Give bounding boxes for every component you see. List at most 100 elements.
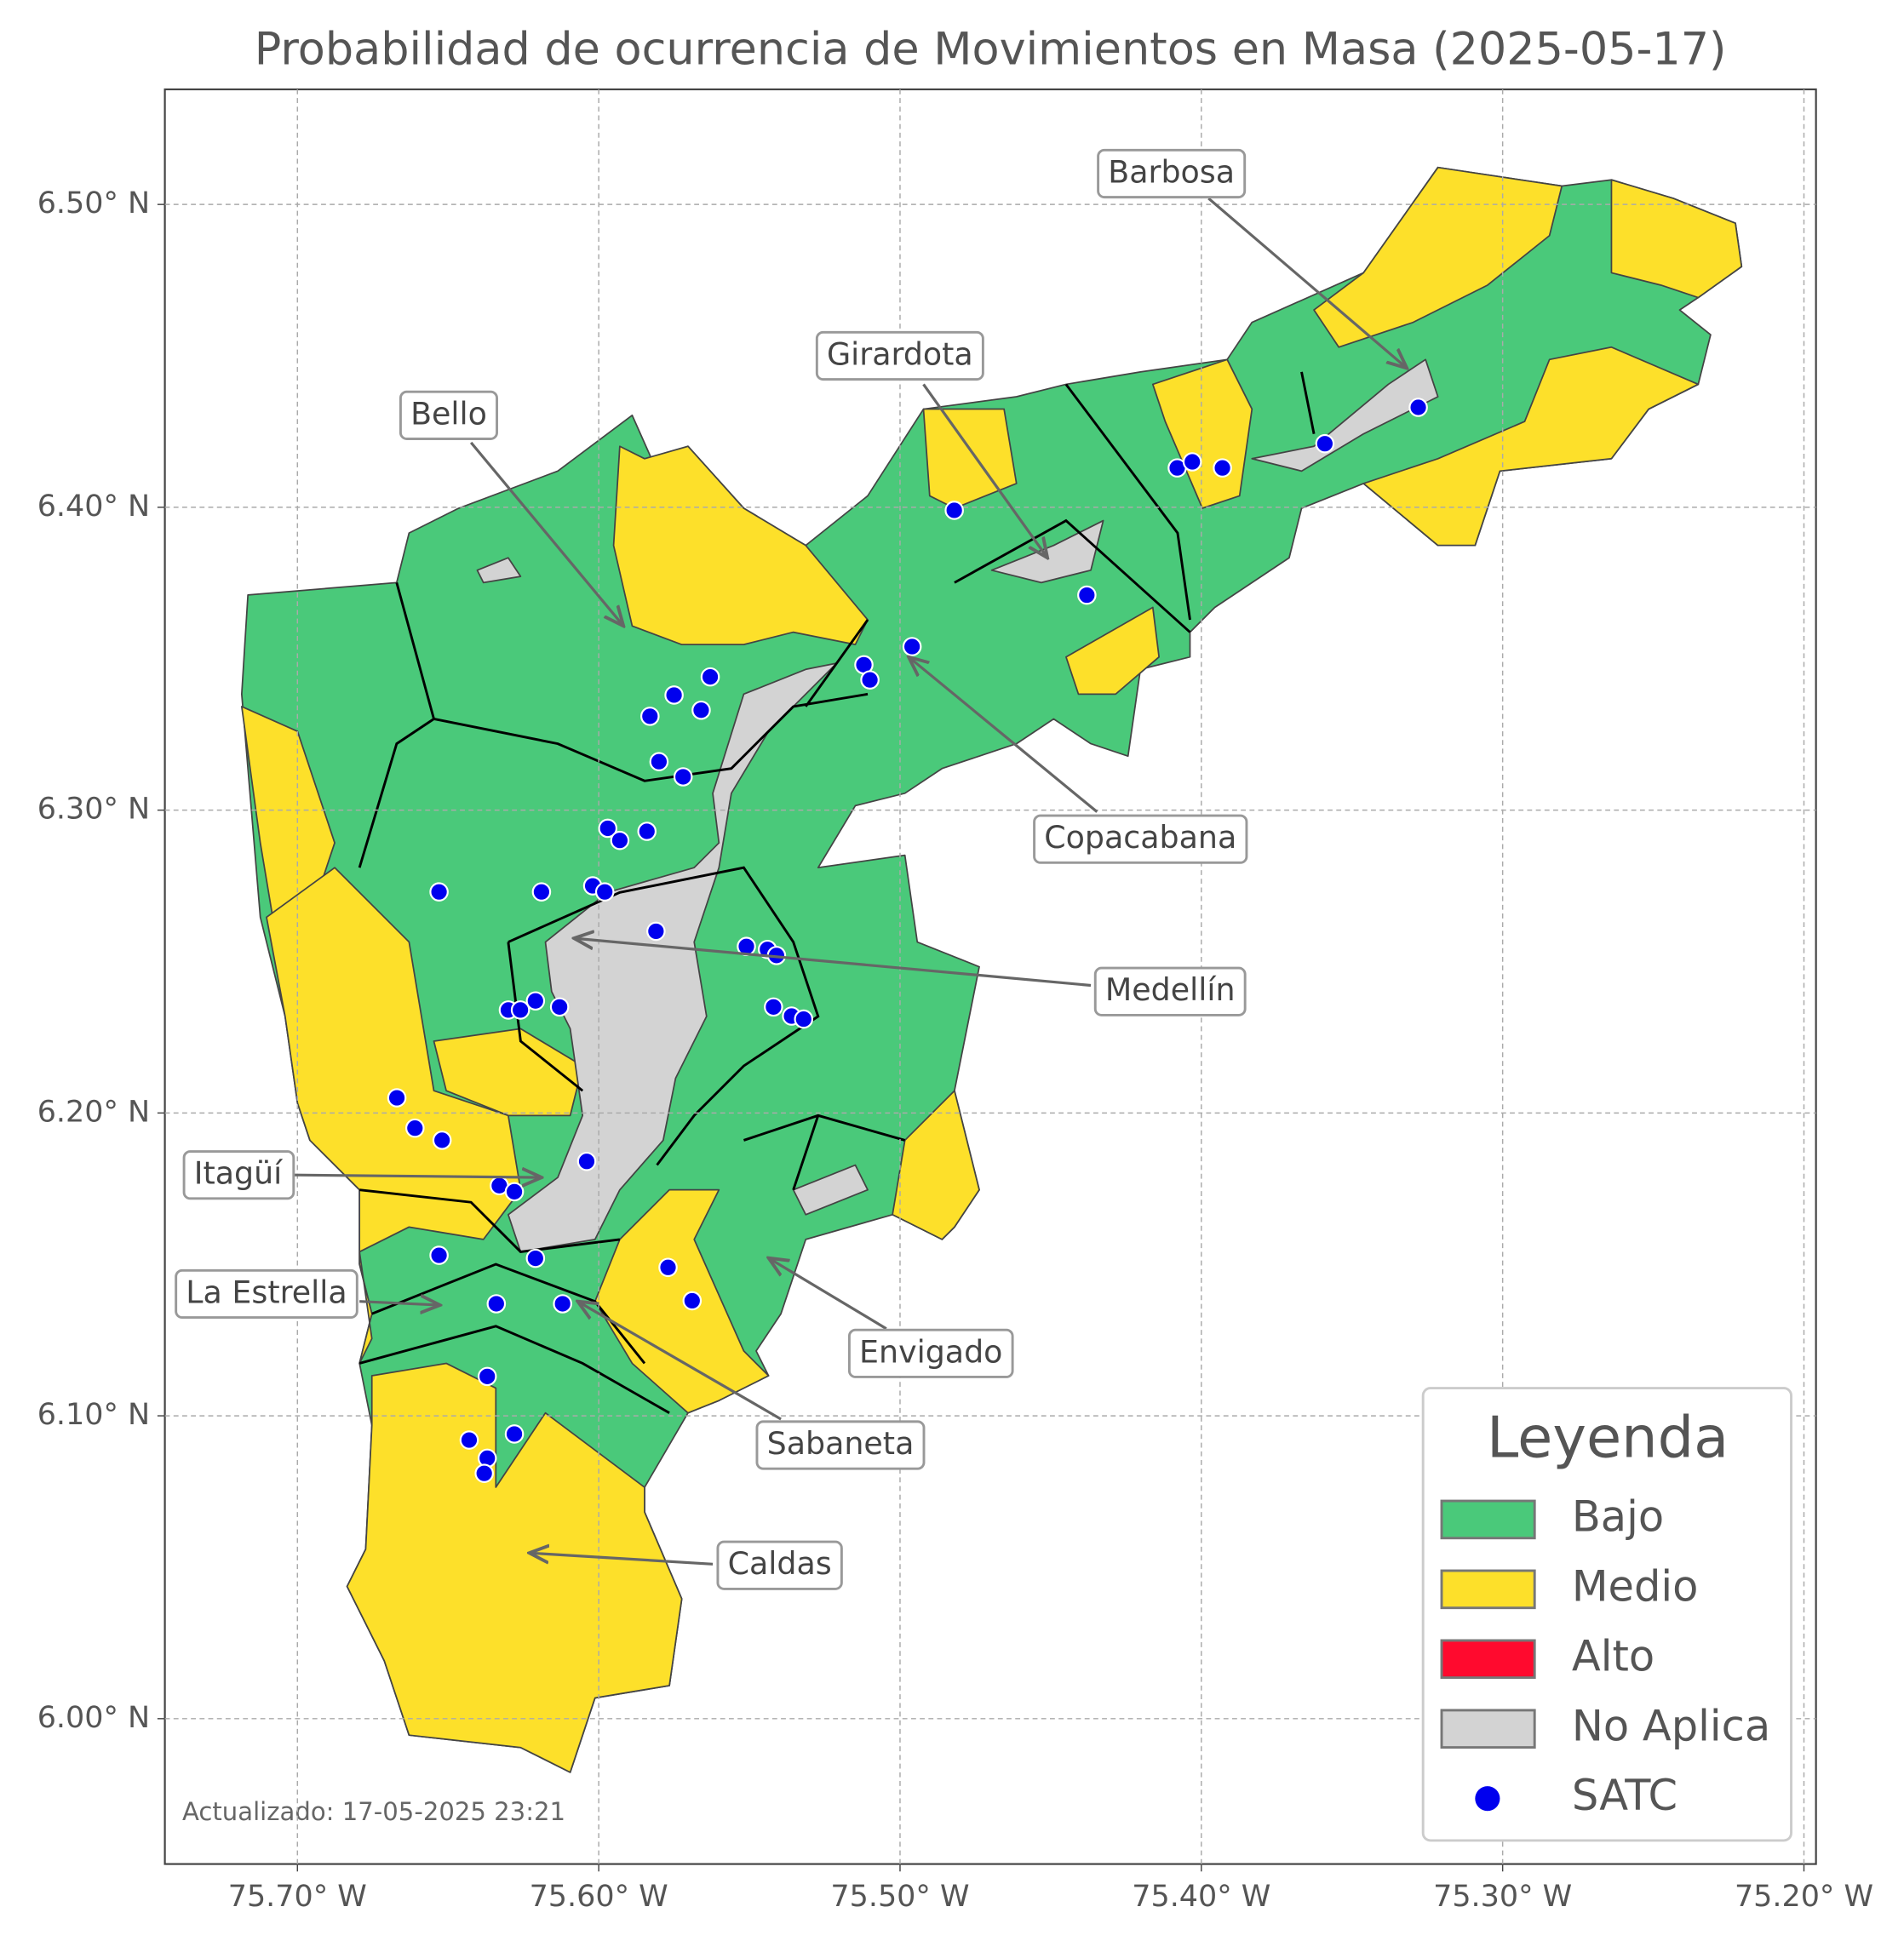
annotation-box	[182, 1150, 295, 1200]
annotation: Itagüí	[182, 1150, 295, 1200]
satc-point	[432, 1131, 452, 1150]
x-tick-label: 75.20° W	[1735, 1880, 1873, 1914]
annotation-box	[755, 1420, 926, 1470]
legend-swatch	[1440, 1569, 1536, 1610]
annotation-box	[1033, 814, 1248, 864]
annotation-label: Caldas	[728, 1545, 832, 1582]
satc-point	[504, 1182, 525, 1202]
x-tick-label: 75.40° W	[1132, 1880, 1270, 1914]
annotation-label: Bello	[410, 395, 487, 432]
y-tick-label: 6.10° N	[37, 1398, 150, 1432]
satc-point	[525, 991, 546, 1011]
legend-label: Medio	[1572, 1561, 1699, 1611]
y-tick-label: 6.40° N	[37, 490, 150, 524]
region-no-aplica	[792, 1164, 869, 1216]
satc-point	[594, 882, 615, 902]
satc-point	[486, 1294, 507, 1314]
satc-point	[598, 818, 618, 839]
legend-label: No Aplica	[1572, 1701, 1770, 1750]
satc-point	[429, 882, 449, 902]
satc-point	[1408, 398, 1428, 417]
annotation-box	[399, 390, 498, 440]
annotation-label: La Estrella	[186, 1274, 347, 1310]
satc-point	[405, 1118, 425, 1138]
x-tick-label: 75.60° W	[530, 1880, 668, 1914]
annotation-label: Medellín	[1105, 971, 1236, 1008]
region-medio	[266, 867, 522, 1365]
satc-point	[700, 667, 720, 687]
annotation-arrow	[530, 1553, 714, 1566]
annotation-box	[815, 330, 984, 381]
y-tick-label: 6.50° N	[37, 186, 150, 220]
annotation-label: Itagüí	[194, 1155, 284, 1192]
y-tick-label: 6.00° N	[37, 1701, 150, 1735]
annotation-label: Barbosa	[1108, 153, 1235, 190]
satc-point	[459, 1430, 479, 1450]
legend-title: Leyenda	[1487, 1405, 1729, 1471]
legend-swatch	[1440, 1499, 1536, 1540]
annotation-label: Girardota	[827, 335, 973, 372]
plot-frame	[163, 88, 1817, 1865]
region-medio	[612, 445, 869, 646]
satc-point	[553, 1294, 572, 1314]
annotation-label: Copacabana	[1044, 819, 1236, 856]
legend-swatch	[1440, 1709, 1536, 1749]
satc-point	[637, 822, 657, 841]
region-medio	[346, 1362, 683, 1773]
satc-point	[764, 997, 783, 1017]
satc-point	[682, 1291, 703, 1311]
satc-point	[691, 700, 711, 720]
satc-point	[794, 1009, 814, 1029]
satc-point	[510, 1000, 530, 1020]
satc-point	[387, 1088, 407, 1108]
annotation: Envigado	[847, 1328, 1014, 1378]
annotation: Bello	[399, 390, 498, 440]
annotation-box	[716, 1540, 843, 1590]
satc-point	[673, 767, 693, 787]
region-medio	[1313, 166, 1563, 348]
legend-marker	[1475, 1786, 1500, 1812]
x-tick-label: 75.70° W	[228, 1880, 367, 1914]
satc-point	[664, 685, 684, 705]
annotation-arrow	[909, 657, 1098, 813]
y-tick-label: 6.20° N	[37, 1095, 150, 1129]
satc-point	[646, 921, 666, 942]
annotation-arrow	[769, 1258, 887, 1331]
annotation: Girardota	[815, 330, 984, 381]
update-note: Actualizado: 17-05-2025 23:21	[182, 1797, 565, 1826]
annotation-arrow	[293, 1175, 542, 1177]
satc-point	[477, 1366, 497, 1387]
satc-point	[531, 882, 552, 902]
annotation-arrow	[577, 1302, 782, 1421]
annotation-arrow	[359, 1302, 440, 1305]
map-title: Probabilidad de ocurrencia de Movimiento…	[255, 23, 1727, 75]
satc-point	[860, 670, 880, 690]
region-medio	[1610, 179, 1743, 299]
satc-point	[658, 1257, 678, 1278]
regions	[240, 166, 1743, 1773]
satc-point	[902, 637, 922, 656]
region-medio	[1065, 606, 1160, 696]
satc-point	[576, 1151, 597, 1171]
satc-point	[944, 501, 964, 520]
annotation: Caldas	[716, 1540, 843, 1590]
satc-point	[429, 1245, 449, 1265]
satc-point	[1182, 452, 1202, 472]
annotation-box	[1097, 148, 1247, 199]
annotation: Barbosa	[1097, 148, 1247, 199]
satc-point	[1315, 433, 1335, 454]
annotation-box	[1093, 966, 1247, 1016]
x-tick-label: 75.50° W	[830, 1880, 969, 1914]
annotation-label: Envigado	[859, 1333, 1002, 1370]
region-medio	[433, 1028, 584, 1117]
legend-label: SATC	[1572, 1771, 1677, 1820]
region-no-aplica	[476, 557, 522, 584]
satc-point	[474, 1463, 494, 1483]
annotation-label: Sabaneta	[767, 1425, 915, 1462]
region-medio	[1362, 346, 1700, 547]
region-no-aplica	[507, 662, 838, 1253]
legend-label: Bajo	[1572, 1492, 1664, 1541]
annotation: La Estrella	[175, 1268, 358, 1320]
